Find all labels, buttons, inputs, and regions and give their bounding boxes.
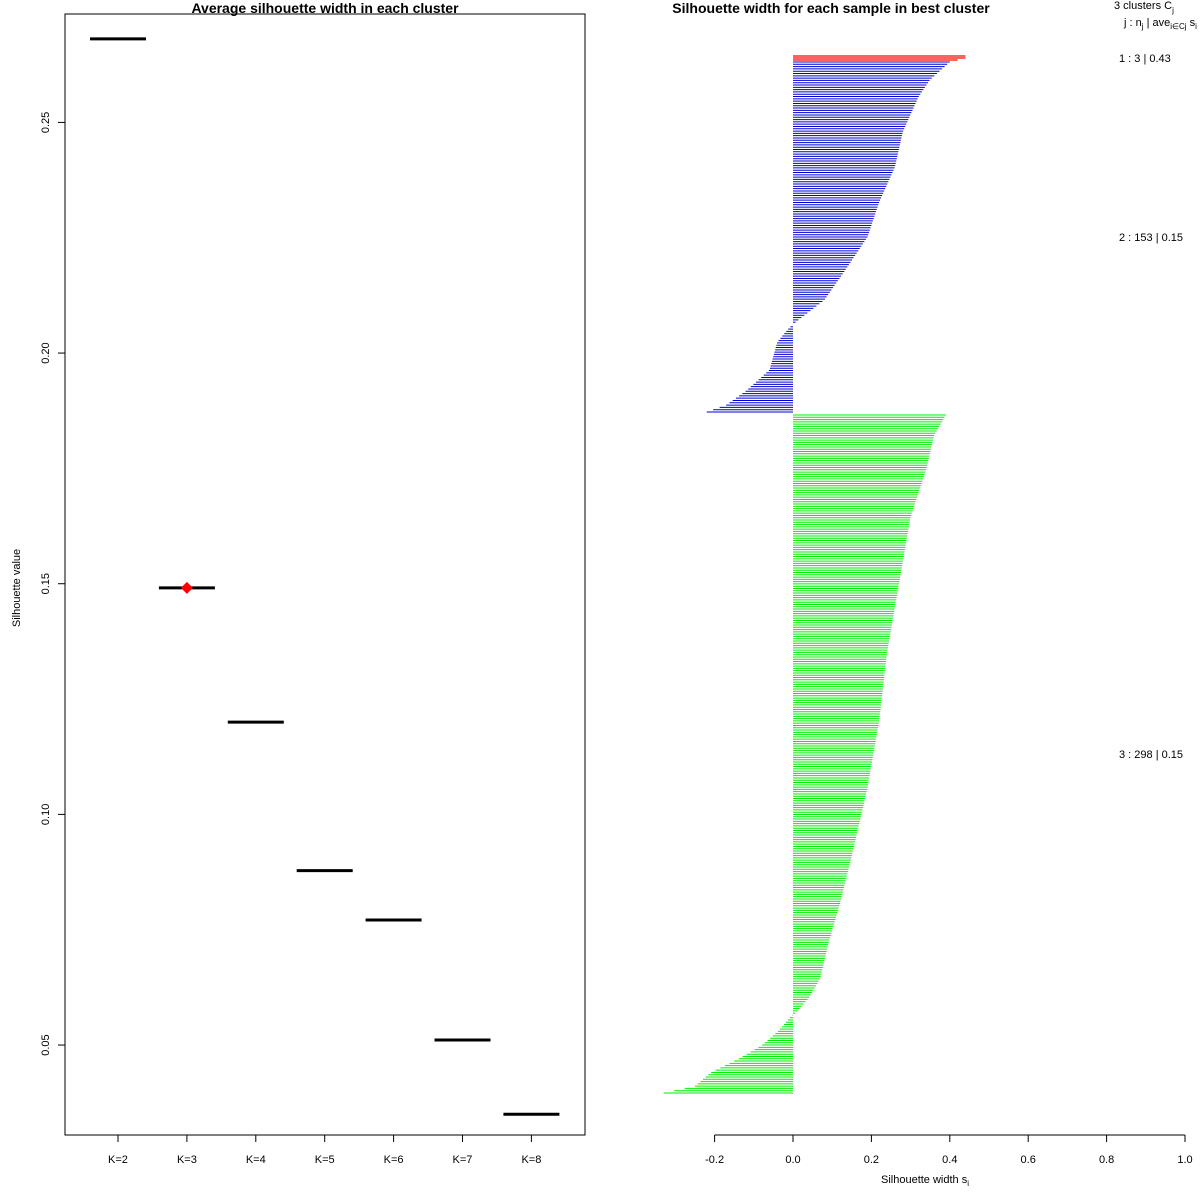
left-x-axis: K=2 K=3 K=4 K=5 K=6 K=7 K=8: [108, 1135, 541, 1166]
right-bars: [663, 55, 966, 1094]
left-x-tick-label: K=8: [521, 1154, 541, 1166]
left-x-tick-label: K=7: [453, 1154, 473, 1166]
legend-header-line2-c: s: [1187, 17, 1196, 29]
legend-header-line2-c-sub: i: [1195, 22, 1197, 31]
right-x-tick-label: 0.2: [864, 1154, 879, 1166]
left-y-tick-label: 0.10: [40, 804, 52, 825]
left-y-axis: 0.05 0.10 0.15 0.20 0.25: [40, 112, 65, 1056]
left-x-tick-label: K=6: [384, 1154, 404, 1166]
right-x-tick-label: 1.0: [1177, 1154, 1192, 1166]
right-cluster-labels: 1 : 3 | 0.43 2 : 153 | 0.15 3 : 298 | 0.15: [1119, 53, 1183, 761]
left-y-axis-label: Silhouette value: [11, 549, 23, 627]
cluster-2-bars: [706, 61, 950, 413]
right-x-tick-label: -0.2: [705, 1154, 724, 1166]
legend-header-line2: j : nj | avei∈Cj si: [1123, 17, 1197, 31]
left-y-tick-label: 0.25: [40, 112, 52, 133]
right-x-tick-label: 0.6: [1021, 1154, 1036, 1166]
legend-header-line1-main: 3 clusters C: [1114, 0, 1172, 12]
right-chart-title: Silhouette width for each sample in best…: [672, 0, 990, 16]
cluster-3-bars: [663, 414, 946, 1094]
left-x-tick-label: K=3: [177, 1154, 197, 1166]
legend-header-line2-a: j : n: [1123, 17, 1142, 29]
right-x-axis-label: Silhouette width si: [881, 1174, 969, 1188]
legend-header-line1-sub: j: [1171, 6, 1174, 15]
best-k-marker: [180, 581, 193, 594]
left-y-tick-label: 0.05: [40, 1034, 52, 1055]
right-x-axis: -0.2 0.0 0.2 0.4 0.6 0.8 1.0: [705, 1134, 1193, 1166]
left-x-tick-label: K=5: [315, 1154, 335, 1166]
left-plot-frame: [64, 13, 586, 1136]
cluster-3-label: 3 : 298 | 0.15: [1119, 749, 1183, 761]
right-panel: Silhouette width for each sample in best…: [663, 0, 1197, 1188]
cluster-1-label: 1 : 3 | 0.43: [1119, 53, 1171, 65]
cluster-2-label: 2 : 153 | 0.15: [1119, 232, 1183, 244]
legend-header-line2-a-sub: j: [1141, 22, 1144, 31]
right-x-axis-label-main: Silhouette width s: [881, 1174, 968, 1186]
right-x-axis-label-sub: i: [967, 1179, 969, 1188]
left-marks: [90, 37, 560, 1116]
left-x-tick-label: K=2: [108, 1154, 128, 1166]
right-x-tick-label: 0.4: [942, 1154, 957, 1166]
legend-header-line1: 3 clusters Cj: [1114, 0, 1174, 15]
left-y-tick-label: 0.15: [40, 573, 52, 594]
right-x-tick-label: 0.8: [1099, 1154, 1114, 1166]
left-x-tick-label: K=4: [246, 1154, 266, 1166]
legend-header-line2-b: | ave: [1144, 17, 1171, 29]
left-panel: Average silhouette width in each cluster…: [11, 0, 586, 1166]
left-chart-title: Average silhouette width in each cluster: [191, 0, 459, 16]
right-x-tick-label: 0.0: [785, 1154, 800, 1166]
cluster-1-bars: [793, 55, 966, 61]
left-y-tick-label: 0.20: [40, 342, 52, 363]
legend-header-line2-b-sub: i∈Cj: [1170, 22, 1187, 31]
